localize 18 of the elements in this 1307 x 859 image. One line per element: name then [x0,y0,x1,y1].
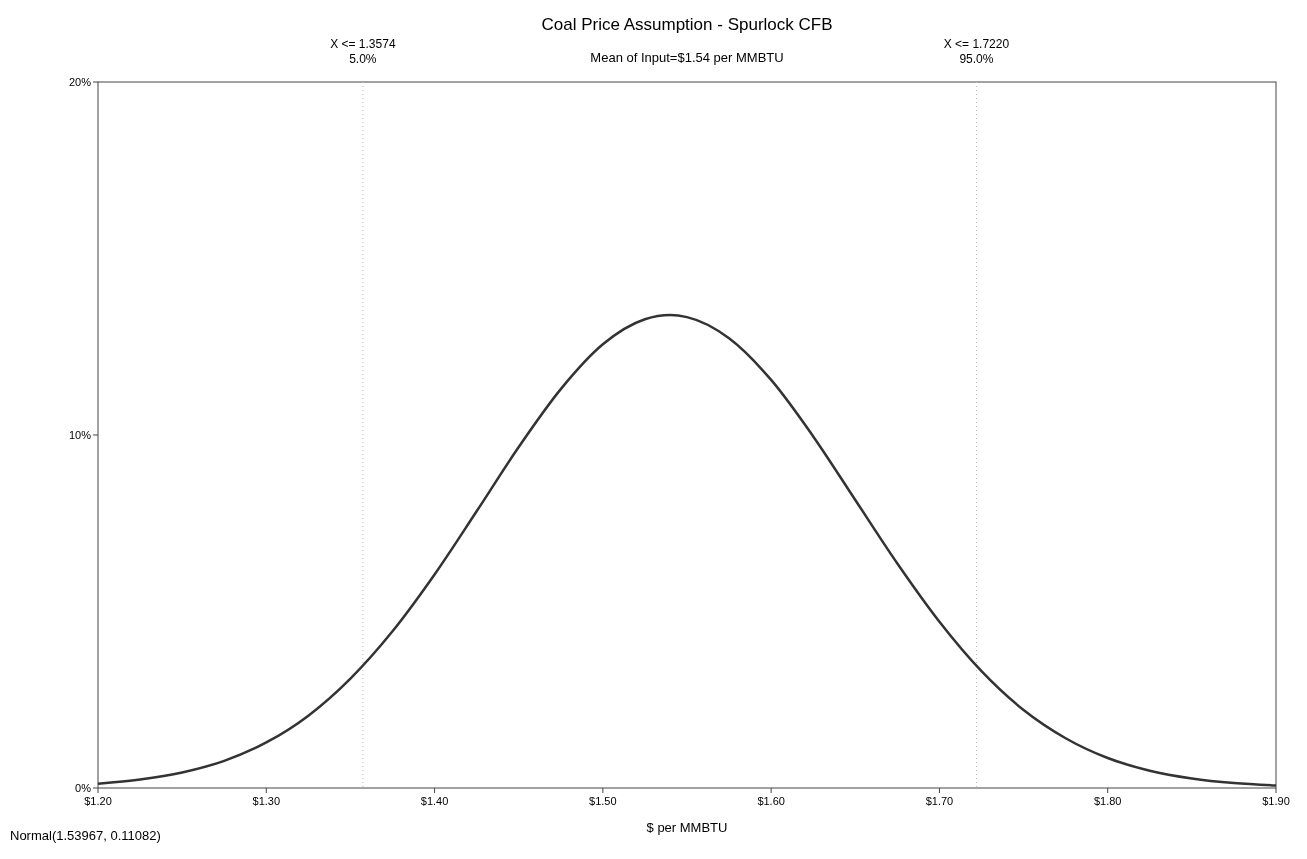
x-tick-label: $1.60 [757,795,785,807]
ref-line-label: X <= 1.3574 5.0% [330,37,396,66]
x-tick-label: $1.30 [252,795,281,807]
chart-title: Coal Price Assumption - Spurlock CFB [541,15,833,34]
chart-subtitle: Mean of Input=$1.54 per MMBTU [590,50,784,65]
line-series [96,313,1278,787]
y-tick-label: 0% [75,782,92,794]
x-tick-label: $1.70 [925,795,954,807]
x-tick-label: $1.90 [1262,795,1290,807]
x-tick-label: $1.80 [1093,795,1122,807]
x-tick-label: $1.40 [420,795,449,807]
x-tick-label: $1.20 [84,795,112,807]
x-axis-title: $ per MMBTU [646,820,728,835]
y-tick-label: 10% [68,429,92,441]
x-tick-label: $1.50 [589,795,617,807]
y-tick-label: 20% [68,76,92,88]
text: Normal(1.53967, 0.11082) [10,828,161,843]
ref-line-label: X <= 1.7220 95.0% [943,37,1010,66]
